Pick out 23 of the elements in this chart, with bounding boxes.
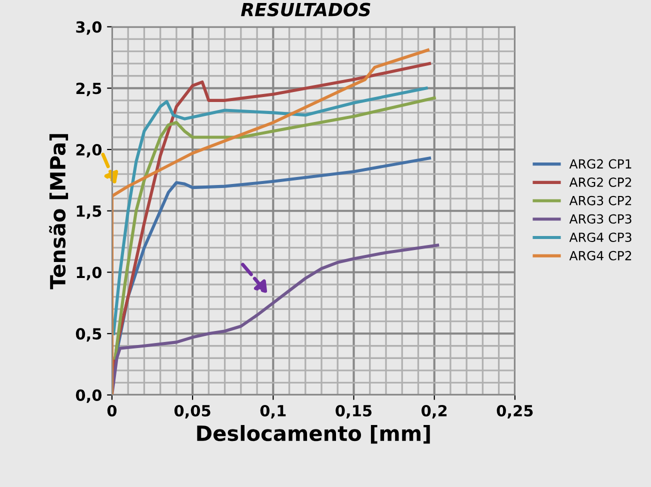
legend-label: ARG4 CP2 (569, 250, 632, 260)
x-axis-title: Deslocamento [mm] (197, 425, 430, 444)
y-tick-label: 2,5 (76, 82, 102, 96)
legend-label: ARG2 CP2 (569, 178, 632, 187)
x-tick-label: 0,15 (336, 404, 372, 418)
legend-label: ARG2 CP1 (569, 159, 632, 169)
line-series (112, 244, 440, 395)
y-tick-label: 0,5 (76, 328, 102, 342)
x-tick-label: 0,1 (260, 404, 286, 418)
x-tick-label: 0,2 (422, 404, 447, 418)
y-tick-label: 3,0 (76, 21, 102, 35)
legend-label: ARG3 CP3 (569, 214, 632, 224)
x-tick-label: 0,05 (174, 404, 210, 418)
y-tick-label: 1,5 (76, 206, 102, 219)
x-tick-label: 0,25 (496, 404, 533, 418)
y-tick-label: 1,0 (76, 266, 102, 280)
chart-title: RESULTADOS (241, 2, 370, 16)
y-axis-title: Tensão [MPa] (49, 134, 68, 290)
legend-label: ARG4 CP3 (569, 232, 632, 242)
y-tick-label: 2,0 (76, 144, 102, 158)
legend-label: ARG3 CP2 (569, 196, 632, 206)
y-tick-label: 0,0 (76, 389, 102, 403)
x-tick-label: 0 (107, 404, 117, 417)
